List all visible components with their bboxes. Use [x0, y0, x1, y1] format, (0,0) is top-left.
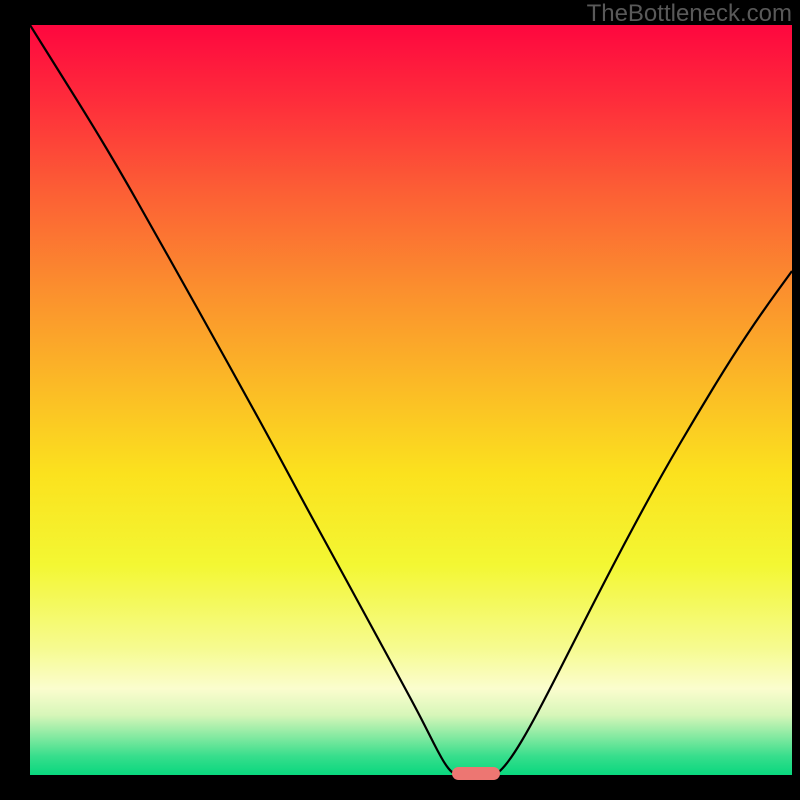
right-curve — [495, 271, 792, 775]
chart-frame: TheBottleneck.com — [0, 0, 800, 800]
bottleneck-marker — [452, 767, 500, 780]
watermark-label: TheBottleneck.com — [587, 0, 792, 28]
left-curve — [30, 25, 457, 775]
bottleneck-curve — [30, 25, 792, 775]
